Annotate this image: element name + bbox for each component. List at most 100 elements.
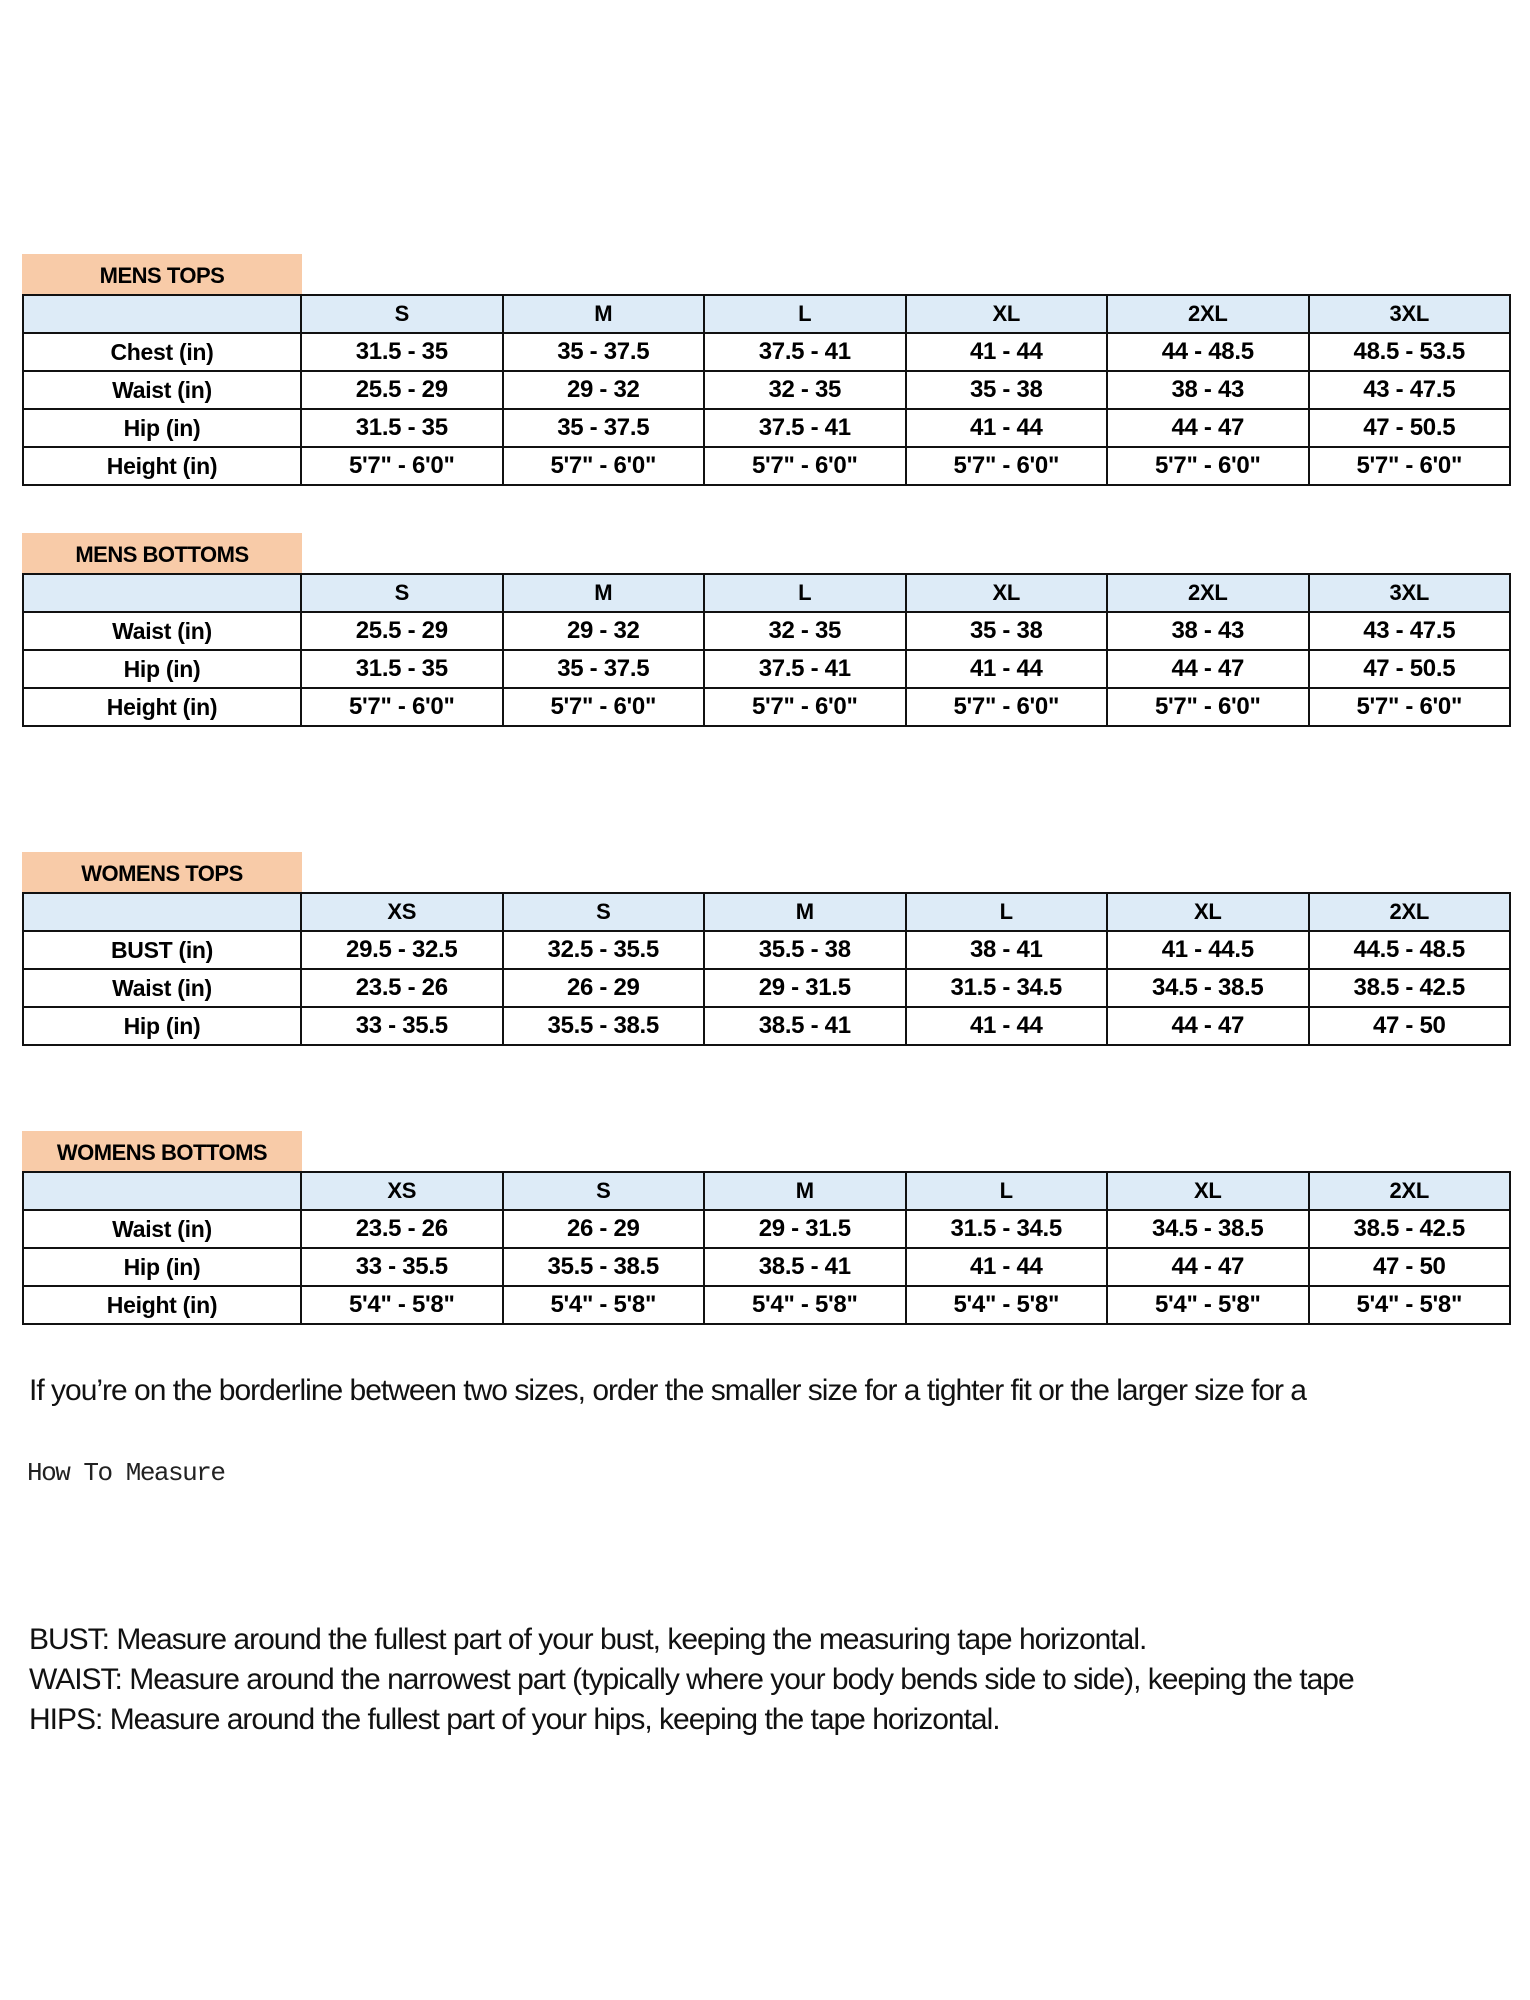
- header-row: S M L XL 2XL 3XL: [22, 573, 1511, 613]
- table-row: Hip (in) 33 - 35.5 35.5 - 38.5 38.5 - 41 41 …: [22, 1247, 1511, 1287]
- measurement-cell: 38.5 - 41: [703, 1006, 907, 1046]
- measurement-cell: 48.5 - 53.5: [1307, 332, 1511, 372]
- section-title: MENS BOTTOMS: [22, 533, 302, 573]
- measurement-cell: 23.5 - 26: [300, 1209, 504, 1249]
- measurement-cell: 41 - 44: [904, 1006, 1108, 1046]
- size-table: S M L XL 2XL 3XL Chest (in) 31.5 - 35 35 - 37.5 3…: [22, 294, 1511, 486]
- table-row: Height (in) 5'4" - 5'8" 5'4" - 5'8" 5'4" - …: [22, 1285, 1511, 1325]
- measurement-cell: 5'7" - 6'0": [1106, 687, 1310, 727]
- size-table: XS S M L XL 2XL Waist (in) 23.5 - 26 26 - 29 29 -…: [22, 1171, 1511, 1325]
- measurement-cell: 35 - 37.5: [501, 332, 705, 372]
- measurement-cell: 5'7" - 6'0": [501, 687, 705, 727]
- measurement-cell: 5'7" - 6'0": [501, 446, 705, 486]
- row-label: Chest (in): [22, 332, 302, 372]
- table-row: Waist (in) 23.5 - 26 26 - 29 29 - 31.5 31.5 …: [22, 1209, 1511, 1249]
- measurement-cell: 35 - 37.5: [501, 408, 705, 448]
- measurement-cell: 47 - 50.5: [1307, 408, 1511, 448]
- size-header: 2XL: [1106, 294, 1310, 334]
- measurement-cell: 38.5 - 42.5: [1307, 968, 1511, 1008]
- womens-tops-section: WOMENS TOPS XS S M L XL 2XL BUST (in) 29.5 - 32.…: [22, 852, 1511, 1046]
- measurement-cell: 47 - 50: [1307, 1006, 1511, 1046]
- measurement-cell: 26 - 29: [501, 968, 705, 1008]
- measurement-cell: 33 - 35.5: [300, 1006, 504, 1046]
- measurement-cell: 23.5 - 26: [300, 968, 504, 1008]
- size-header: 2XL: [1307, 892, 1511, 932]
- measurement-cell: 25.5 - 29: [300, 611, 504, 651]
- measurement-cell: 35 - 37.5: [501, 649, 705, 689]
- measurement-cell: 5'7" - 6'0": [703, 446, 907, 486]
- measurement-definitions: BUST: Measure around the fullest part of…: [29, 1620, 1355, 1740]
- size-header: S: [300, 573, 504, 613]
- size-header: 3XL: [1307, 573, 1511, 613]
- header-row: XS S M L XL 2XL: [22, 892, 1511, 932]
- mens-tops-section: MENS TOPS S M L XL 2XL 3XL Chest (in) 31.5 - 35 3…: [22, 254, 1511, 486]
- measurement-cell: 29.5 - 32.5: [300, 930, 504, 970]
- measurement-cell: 43 - 47.5: [1307, 370, 1511, 410]
- measurement-cell: 35.5 - 38.5: [501, 1006, 705, 1046]
- size-header: 3XL: [1307, 294, 1511, 334]
- measurement-cell: 35 - 38: [904, 611, 1108, 651]
- how-to-measure-heading: How To Measure: [27, 1458, 226, 1488]
- measurement-cell: 47 - 50.5: [1307, 649, 1511, 689]
- measurement-cell: 41 - 44: [904, 1247, 1108, 1287]
- measurement-cell: 5'7" - 6'0": [703, 687, 907, 727]
- size-header: L: [703, 573, 907, 613]
- size-header: XL: [1106, 892, 1310, 932]
- waist-definition: WAIST: Measure around the narrowest part…: [29, 1663, 1355, 1696]
- measurement-cell: 5'7" - 6'0": [904, 446, 1108, 486]
- table-row: Waist (in) 25.5 - 29 29 - 32 32 - 35 35 - 38…: [22, 611, 1511, 651]
- size-table: XS S M L XL 2XL BUST (in) 29.5 - 32.5 32.5 - 35.…: [22, 892, 1511, 1046]
- measurement-cell: 5'4" - 5'8": [904, 1285, 1108, 1325]
- table-row: Hip (in) 31.5 - 35 35 - 37.5 37.5 - 41 41 - …: [22, 408, 1511, 448]
- measurement-cell: 47 - 50: [1307, 1247, 1511, 1287]
- table-row: Hip (in) 33 - 35.5 35.5 - 38.5 38.5 - 41 41 …: [22, 1006, 1511, 1046]
- section-title: WOMENS BOTTOMS: [22, 1131, 302, 1171]
- size-header: XL: [1106, 1171, 1310, 1211]
- measurement-cell: 29 - 31.5: [703, 1209, 907, 1249]
- measurement-cell: 5'7" - 6'0": [1307, 687, 1511, 727]
- size-header: S: [300, 294, 504, 334]
- size-header: XL: [904, 294, 1108, 334]
- row-label: Height (in): [22, 687, 302, 727]
- measurement-cell: 31.5 - 34.5: [904, 1209, 1108, 1249]
- measurement-cell: 26 - 29: [501, 1209, 705, 1249]
- measurement-cell: 32 - 35: [703, 611, 907, 651]
- row-label: Waist (in): [22, 370, 302, 410]
- measurement-cell: 35.5 - 38: [703, 930, 907, 970]
- measurement-cell: 44 - 47: [1106, 408, 1310, 448]
- table-row: Hip (in) 31.5 - 35 35 - 37.5 37.5 - 41 41 - …: [22, 649, 1511, 689]
- table-row: Waist (in) 23.5 - 26 26 - 29 29 - 31.5 31.5 …: [22, 968, 1511, 1008]
- table-row: Waist (in) 25.5 - 29 29 - 32 32 - 35 35 - 38…: [22, 370, 1511, 410]
- row-label: Hip (in): [22, 408, 302, 448]
- measurement-cell: 44 - 48.5: [1106, 332, 1310, 372]
- measurement-cell: 43 - 47.5: [1307, 611, 1511, 651]
- measurement-cell: 31.5 - 35: [300, 408, 504, 448]
- measurement-cell: 31.5 - 35: [300, 649, 504, 689]
- measurement-cell: 38.5 - 41: [703, 1247, 907, 1287]
- size-header: S: [501, 1171, 705, 1211]
- measurement-cell: 32 - 35: [703, 370, 907, 410]
- header-corner-cell: [22, 573, 302, 613]
- size-header: M: [703, 1171, 907, 1211]
- measurement-cell: 31.5 - 35: [300, 332, 504, 372]
- size-header: S: [501, 892, 705, 932]
- measurement-cell: 35 - 38: [904, 370, 1108, 410]
- measurement-cell: 25.5 - 29: [300, 370, 504, 410]
- row-label: Hip (in): [22, 1247, 302, 1287]
- measurement-cell: 5'7" - 6'0": [1106, 446, 1310, 486]
- measurement-cell: 31.5 - 34.5: [904, 968, 1108, 1008]
- measurement-cell: 38 - 41: [904, 930, 1108, 970]
- measurement-cell: 5'7" - 6'0": [300, 446, 504, 486]
- measurement-cell: 5'7" - 6'0": [300, 687, 504, 727]
- row-label: BUST (in): [22, 930, 302, 970]
- measurement-cell: 32.5 - 35.5: [501, 930, 705, 970]
- header-row: S M L XL 2XL 3XL: [22, 294, 1511, 334]
- measurement-cell: 29 - 32: [501, 611, 705, 651]
- measurement-cell: 35.5 - 38.5: [501, 1247, 705, 1287]
- size-header: M: [703, 892, 907, 932]
- measurement-cell: 5'4" - 5'8": [501, 1285, 705, 1325]
- measurement-cell: 29 - 31.5: [703, 968, 907, 1008]
- section-title: MENS TOPS: [22, 254, 302, 294]
- measurement-cell: 33 - 35.5: [300, 1247, 504, 1287]
- row-label: Height (in): [22, 446, 302, 486]
